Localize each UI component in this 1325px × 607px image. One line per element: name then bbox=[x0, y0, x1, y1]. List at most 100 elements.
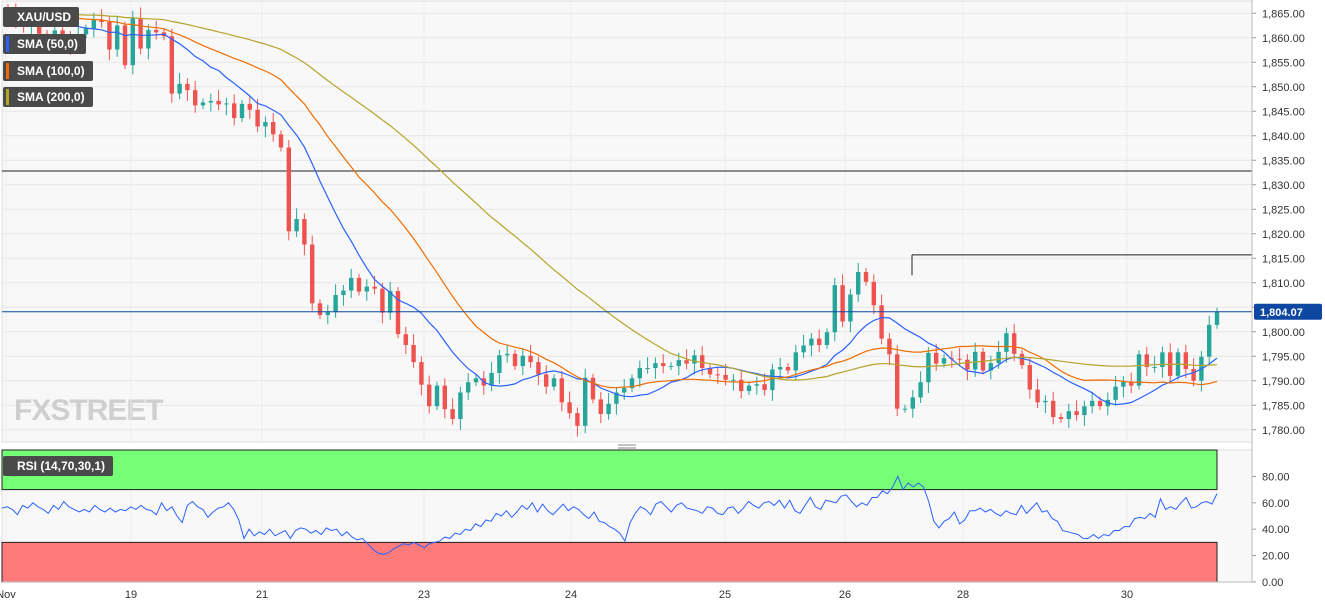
last-price-badge bbox=[1254, 303, 1322, 320]
candle-body bbox=[403, 334, 408, 345]
candle-body bbox=[278, 134, 284, 148]
candle-body bbox=[466, 382, 471, 393]
candle-body bbox=[349, 277, 354, 291]
price-tick-label: 1,815.00 bbox=[1262, 253, 1305, 265]
candle-body bbox=[863, 271, 869, 282]
candle-body bbox=[239, 103, 245, 119]
candle-body bbox=[840, 285, 845, 322]
candle-body bbox=[746, 385, 752, 392]
candle-body bbox=[965, 359, 970, 370]
candle-body bbox=[122, 25, 128, 66]
candle-body bbox=[1207, 324, 1212, 357]
x-tick-label: 25 bbox=[719, 589, 731, 601]
candle-body bbox=[224, 103, 229, 105]
candle-body bbox=[856, 271, 861, 295]
x-tick-label: 28 bbox=[957, 589, 969, 601]
price-pane bbox=[1, 0, 1253, 443]
candle-body bbox=[988, 363, 993, 371]
candle-body bbox=[1035, 389, 1040, 403]
sma-200-swatch bbox=[6, 89, 9, 105]
candle-body bbox=[1043, 400, 1048, 403]
price-tick-label: 1,785.00 bbox=[1262, 400, 1305, 412]
candle-body bbox=[271, 122, 276, 135]
rsi-tick-label: 60.00 bbox=[1262, 498, 1290, 510]
candle-body bbox=[1004, 333, 1009, 352]
rsi-tick-label: 0.00 bbox=[1262, 577, 1283, 589]
candle-body bbox=[692, 355, 697, 364]
candle-body bbox=[941, 358, 947, 364]
axis-area bbox=[1252, 0, 1325, 607]
candle-body bbox=[973, 351, 978, 370]
candle-body bbox=[762, 384, 767, 391]
legend-sma-50[interactable]: SMA (50,0) bbox=[3, 34, 86, 54]
candle-body bbox=[1090, 400, 1095, 407]
candle-body bbox=[544, 374, 549, 387]
candle-body bbox=[622, 388, 627, 393]
candle-body bbox=[1152, 367, 1157, 369]
candle-body bbox=[130, 18, 135, 66]
candle-body bbox=[154, 29, 159, 33]
price-tick-label: 1,865.00 bbox=[1262, 8, 1305, 20]
candle-body bbox=[83, 28, 89, 35]
candle-body bbox=[185, 83, 190, 91]
candle-body bbox=[598, 399, 603, 415]
candle-body bbox=[551, 378, 557, 387]
rsi-oversold-zone bbox=[1, 541, 1218, 583]
candle-body bbox=[317, 303, 323, 316]
candle-body bbox=[450, 409, 455, 419]
candle-body bbox=[302, 219, 307, 245]
price-tick-label: 1,780.00 bbox=[1262, 425, 1305, 437]
candle-body bbox=[668, 366, 674, 368]
candle-body bbox=[707, 368, 713, 375]
candle-body bbox=[372, 286, 377, 289]
legend-sma-50-label: SMA (50,0) bbox=[17, 37, 78, 51]
price-tick-label: 1,810.00 bbox=[1262, 278, 1305, 290]
candle-body bbox=[1051, 400, 1056, 418]
x-tick-label: 21 bbox=[256, 589, 268, 601]
candle-body bbox=[505, 353, 510, 356]
candle-body bbox=[528, 355, 533, 363]
candle-body bbox=[216, 100, 221, 105]
candle-body bbox=[871, 281, 876, 306]
candle-body bbox=[723, 374, 728, 380]
candle-body bbox=[247, 103, 252, 110]
candle-body bbox=[567, 402, 572, 414]
legend-sma-200-label: SMA (200,0) bbox=[17, 90, 85, 104]
candle-body bbox=[902, 408, 908, 410]
candle-body bbox=[1121, 381, 1126, 387]
candle-body bbox=[824, 332, 830, 345]
legend-sma-200[interactable]: SMA (200,0) bbox=[3, 87, 93, 107]
candle-body bbox=[37, 23, 42, 34]
candle-body bbox=[715, 374, 720, 376]
candle-body bbox=[427, 384, 432, 407]
rsi-overbought-zone bbox=[1, 449, 1218, 491]
candle-body bbox=[700, 355, 705, 369]
rsi-legend[interactable]: RSI (14,70,30,1) bbox=[3, 456, 114, 476]
candle-body bbox=[388, 291, 393, 313]
legend-sma-100[interactable]: SMA (100,0) bbox=[3, 61, 93, 81]
candle-body bbox=[926, 352, 931, 383]
price-tick-label: 1,845.00 bbox=[1262, 106, 1305, 118]
candle-body bbox=[848, 294, 853, 322]
candle-body bbox=[325, 312, 330, 316]
sma-200-line bbox=[7, 10, 1218, 381]
candle-body bbox=[629, 378, 635, 389]
candle-body bbox=[879, 305, 884, 339]
watermark: FXSTREET bbox=[14, 394, 163, 427]
candle-body bbox=[208, 100, 213, 103]
candle-body bbox=[1082, 406, 1087, 416]
candle-body bbox=[1012, 333, 1017, 354]
candle-body bbox=[356, 277, 362, 292]
rsi-tick-label: 80.00 bbox=[1262, 471, 1290, 483]
candle-body bbox=[785, 367, 791, 371]
candle-body bbox=[614, 392, 619, 404]
candle-body bbox=[910, 397, 915, 409]
candle-body bbox=[1129, 381, 1134, 386]
candle-body bbox=[1019, 353, 1025, 366]
candle-body bbox=[380, 288, 385, 313]
candle-body bbox=[778, 367, 783, 370]
candle-body bbox=[255, 109, 260, 127]
candle-body bbox=[193, 90, 198, 106]
price-tick-label: 1,835.00 bbox=[1262, 155, 1305, 167]
